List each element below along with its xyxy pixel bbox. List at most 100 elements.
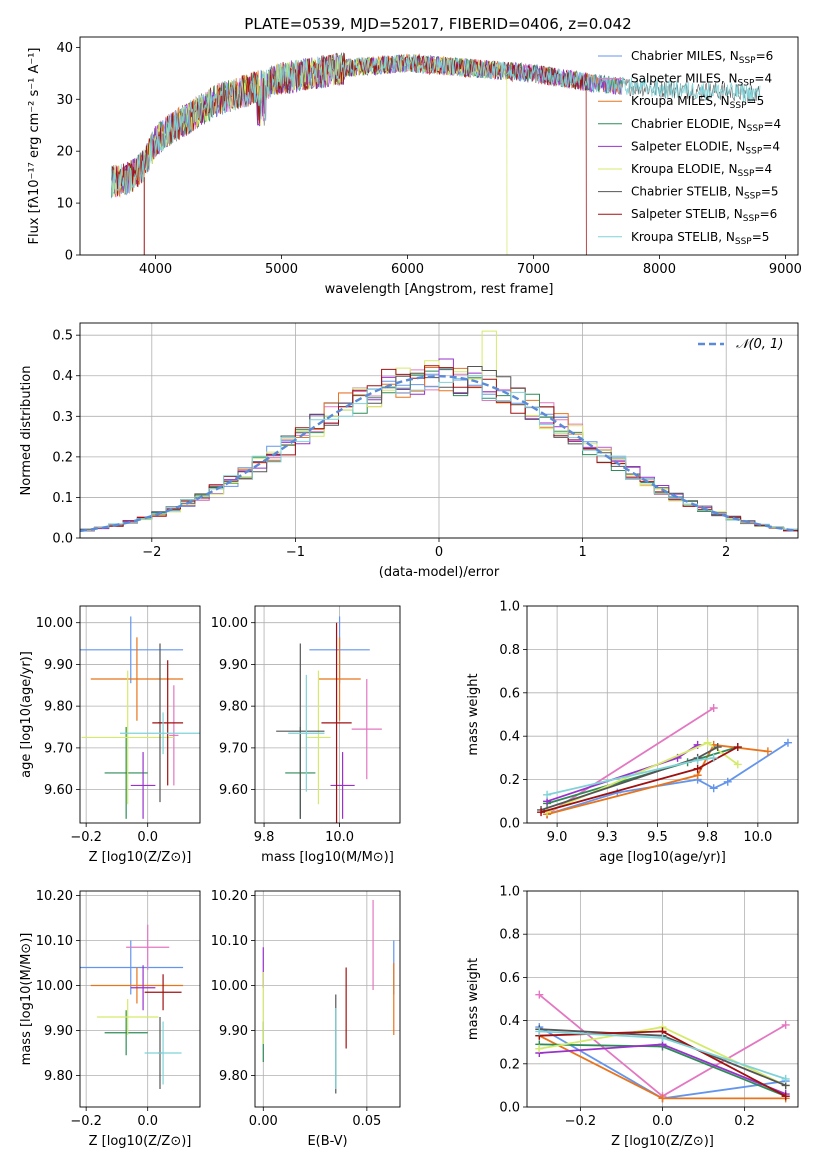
plot-area <box>262 900 395 1094</box>
x-tick-label: −2 <box>142 545 161 560</box>
y-tick-label: 9.60 <box>219 783 248 798</box>
x-tick-label: 0.0 <box>652 1114 673 1129</box>
x-tick-label: 5000 <box>265 262 298 277</box>
axes-frame <box>79 605 201 824</box>
x-tick-label: 9000 <box>769 262 802 277</box>
weight-marker <box>703 738 712 747</box>
weight-marker <box>781 1092 790 1101</box>
weight-marker <box>535 1044 544 1053</box>
weight-marker <box>783 738 792 747</box>
x-tick-label: −0.2 <box>565 1114 597 1129</box>
x-tick-label: 4000 <box>139 262 172 277</box>
axes-frame <box>79 890 201 1108</box>
x-tick-label: −1 <box>286 545 305 560</box>
plot-area <box>80 616 200 819</box>
x-tick-label: 10.0 <box>325 830 354 845</box>
y-tick-label: 0 <box>65 249 73 264</box>
spectrum-line <box>111 53 587 255</box>
axes-frame <box>526 890 799 1108</box>
x-tick-label: 2 <box>722 545 730 560</box>
legend-label: Salpeter ELODIE, NSSP=4 <box>631 139 780 156</box>
weight-marker <box>781 1074 790 1083</box>
x-axis-label: Z [log10(Z/Z⊙)] <box>89 850 192 865</box>
panel-mass-vs-Z: −0.2 0.0 9.80 9.90 10.00 10.10 10.20 Z [log10(Z… <box>19 889 201 1149</box>
y-tick-label: 10.20 <box>211 889 248 904</box>
y-tick-label: 0.2 <box>499 1057 520 1072</box>
y-axis-label: age [log10(age/yr)] <box>19 651 34 778</box>
x-tick-label: 8000 <box>643 262 676 277</box>
x-tick-label: 9.8 <box>697 830 718 845</box>
plot-area <box>80 330 798 533</box>
y-tick-label: 10.10 <box>36 934 73 949</box>
panel-weight-vs-Z: −0.2 0.0 0.2 0.0 0.2 0.4 0.6 0.8 1.0 Z [log10(Z/Z… <box>466 885 799 1149</box>
y-tick-label: 40 <box>56 41 73 56</box>
weight-marker <box>733 760 742 769</box>
weight-line <box>546 741 789 816</box>
x-axis-label: age [log10(age/yr)] <box>599 850 726 865</box>
legend-label: Salpeter STELIB, NSSP=6 <box>631 207 777 224</box>
y-tick-label: 9.90 <box>44 658 73 673</box>
weight-marker <box>781 1020 790 1029</box>
plot-area <box>537 703 792 819</box>
histogram-series <box>80 365 798 532</box>
x-tick-label: 9.5 <box>647 830 668 845</box>
weight-marker <box>709 784 718 793</box>
weight-marker <box>543 790 552 799</box>
y-tick-label: 10 <box>56 197 73 212</box>
spectrum-line <box>111 54 508 255</box>
plot-area <box>276 616 382 823</box>
x-axis-label: wavelength [Angstrom, rest frame] <box>325 282 554 297</box>
plot-area <box>111 52 761 255</box>
y-tick-label: 9.90 <box>44 1024 73 1039</box>
weight-marker <box>537 808 546 817</box>
plot-area <box>535 990 790 1103</box>
y-axis-label: Normed distribution <box>19 366 34 496</box>
weight-marker <box>723 777 732 786</box>
x-tick-label: 0.05 <box>352 1114 381 1129</box>
legend-label: Kroupa ELODIE, NSSP=4 <box>631 162 772 179</box>
panel-weight-vs-age: 9.0 9.3 9.5 9.8 10.0 0.0 0.2 0.4 0.6 0.8 1.0 age [l… <box>466 600 799 865</box>
x-tick-label: 9.0 <box>547 830 568 845</box>
x-tick-label: −0.2 <box>70 1114 102 1129</box>
weight-marker <box>535 990 544 999</box>
y-tick-label: 0.1 <box>52 491 73 506</box>
y-tick-label: 9.80 <box>44 1069 73 1084</box>
y-tick-label: 0.3 <box>52 410 73 425</box>
legend-label: Kroupa STELIB, NSSP=5 <box>631 230 769 247</box>
y-tick-label: 9.80 <box>44 700 73 715</box>
x-tick-label: 7000 <box>517 262 550 277</box>
legend: Chabrier MILES, NSSP=6 Salpeter MILES, NS… <box>598 49 781 247</box>
x-axis-label: Z [log10(Z/Z⊙)] <box>611 1134 714 1149</box>
x-tick-label: 9.3 <box>597 830 618 845</box>
x-tick-label: 0.0 <box>137 830 158 845</box>
weight-line <box>546 746 739 805</box>
y-tick-label: 0.8 <box>499 928 520 943</box>
plot-area <box>80 924 184 1089</box>
y-tick-label: 0.4 <box>52 369 73 384</box>
panel-age-vs-mass: 9.8 10.0 9.60 9.70 9.80 9.90 10.00 mass [log10(… <box>211 605 401 865</box>
weight-marker <box>658 1094 667 1103</box>
panel-spectrum: 4000 5000 6000 7000 8000 9000 0 10 20 30 40 wavelen… <box>27 36 802 297</box>
axes-frame <box>79 36 799 256</box>
weight-marker <box>733 743 742 752</box>
weight-marker <box>658 1033 667 1042</box>
axes-frame <box>254 605 401 824</box>
weight-marker <box>763 747 772 756</box>
x-tick-label: −0.2 <box>70 830 102 845</box>
gaussian-curve <box>80 374 798 533</box>
x-tick-label: 1 <box>578 545 586 560</box>
x-axis-label: E(B-V) <box>307 1134 347 1149</box>
legend-label: Chabrier STELIB, NSSP=5 <box>631 185 779 202</box>
y-tick-label: 0.6 <box>499 686 520 701</box>
y-tick-label: 9.70 <box>44 741 73 756</box>
x-tick-label: 0.00 <box>249 1114 278 1129</box>
y-tick-label: 10.00 <box>211 979 248 994</box>
x-tick-label: 10.0 <box>743 830 772 845</box>
y-tick-label: 0.0 <box>499 817 520 832</box>
y-tick-label: 0.4 <box>499 730 520 745</box>
y-tick-label: 9.80 <box>219 1069 248 1084</box>
figure-title: PLATE=0539, MJD=52017, FIBERID=0406, z=0… <box>244 15 631 33</box>
y-tick-label: 0.2 <box>52 450 73 465</box>
y-tick-label: 0.8 <box>499 643 520 658</box>
